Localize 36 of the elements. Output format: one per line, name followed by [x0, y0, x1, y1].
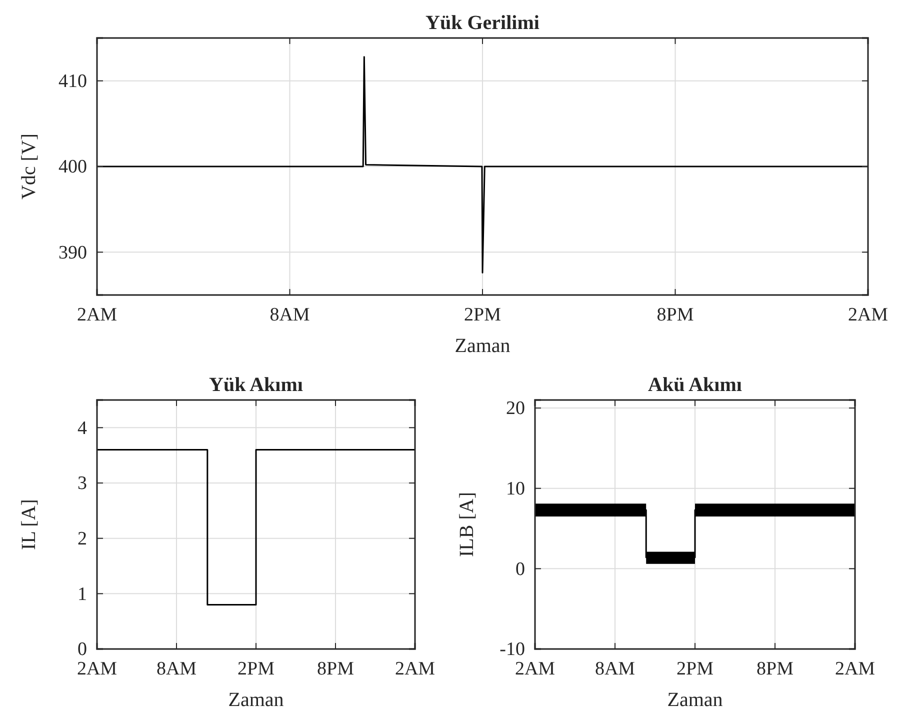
x-tick-label: 8AM	[594, 658, 636, 680]
x-tick-label: 2AM	[394, 658, 436, 680]
x-tick-label: 2AM	[834, 658, 876, 680]
x-tick-label: 2AM	[848, 304, 888, 326]
y-tick-label: 1	[78, 584, 87, 605]
y-tick-label: 2	[78, 528, 87, 550]
y-tick-label: -10	[500, 639, 525, 660]
x-tick-label: 8AM	[156, 658, 197, 680]
x-tick-label: 2AM	[76, 304, 118, 326]
y-tick-label: 3	[78, 473, 87, 494]
x-tick-label: 8AM	[270, 304, 310, 326]
x-tick-label: 2AM	[514, 658, 556, 680]
chart-title: Yük Akımı	[209, 374, 304, 396]
y-tick-label: 400	[58, 156, 87, 178]
chart-title: Akü Akımı	[648, 374, 742, 396]
x-tick-label: 2AM	[76, 658, 118, 680]
y-tick-label: 0	[78, 639, 87, 660]
x-tick-label: 8PM	[656, 304, 694, 326]
x-axis-title: Zaman	[667, 689, 723, 711]
y-tick-label: 10	[506, 478, 525, 500]
chart-title: Yük Gerilimi	[426, 12, 540, 34]
y-tick-label: 4	[78, 418, 88, 439]
y-axis-title: IL [A]	[18, 499, 40, 550]
x-axis-title: Zaman	[228, 689, 284, 711]
x-tick-label: 2PM	[238, 658, 275, 680]
x-tick-label: 8PM	[756, 658, 794, 680]
y-tick-label: 20	[506, 398, 525, 420]
y-tick-label: 0	[516, 558, 525, 580]
x-tick-label: 2PM	[464, 304, 502, 326]
x-tick-label: 2PM	[676, 658, 714, 680]
x-tick-label: 8PM	[317, 658, 354, 680]
x-axis-title: Zaman	[454, 335, 510, 357]
y-axis-title: ILB [A]	[456, 492, 478, 557]
y-tick-label: 390	[58, 242, 87, 264]
y-axis-title: Vdc [V]	[18, 133, 40, 200]
y-tick-label: 410	[58, 70, 87, 92]
